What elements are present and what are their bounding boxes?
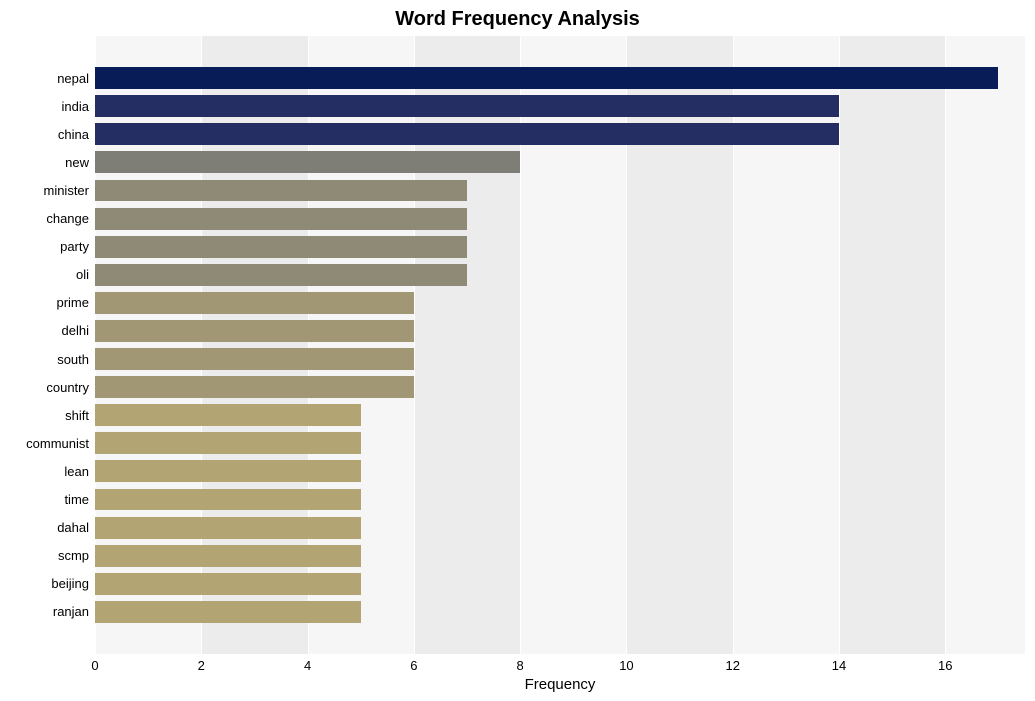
bar (95, 208, 467, 230)
bar (95, 236, 467, 258)
bar (95, 348, 414, 370)
y-tick-label: oli (76, 267, 89, 282)
bar (95, 489, 361, 511)
y-tick-label: shift (65, 408, 89, 423)
y-tick-label: new (65, 155, 89, 170)
bar (95, 264, 467, 286)
y-tick-label: country (46, 380, 89, 395)
bar (95, 95, 839, 117)
x-tick-label: 8 (517, 658, 524, 673)
bar (95, 601, 361, 623)
plot-area (95, 36, 1025, 654)
bar (95, 292, 414, 314)
grid-band (945, 36, 1025, 654)
bar (95, 151, 520, 173)
y-tick-label: beijing (51, 576, 89, 591)
bar (95, 432, 361, 454)
y-tick-label: party (60, 239, 89, 254)
y-tick-label: minister (43, 183, 89, 198)
bar (95, 180, 467, 202)
chart-container: Word Frequency Analysis Frequency 0 2 4 6 8 1… (0, 0, 1035, 701)
bar (95, 376, 414, 398)
y-tick-label: delhi (62, 323, 89, 338)
x-tick-label: 14 (832, 658, 846, 673)
chart-title: Word Frequency Analysis (0, 8, 1035, 31)
x-tick-label: 0 (91, 658, 98, 673)
grid-band (839, 36, 945, 654)
bar (95, 573, 361, 595)
y-tick-label: communist (26, 436, 89, 451)
y-tick-label: change (46, 211, 89, 226)
bar (95, 123, 839, 145)
bar (95, 460, 361, 482)
bar (95, 67, 998, 89)
y-tick-label: india (62, 99, 89, 114)
x-tick-label: 2 (198, 658, 205, 673)
x-tick-label: 12 (725, 658, 739, 673)
y-tick-label: nepal (57, 71, 89, 86)
grid-line (839, 36, 840, 654)
y-tick-label: lean (64, 464, 89, 479)
y-tick-label: ranjan (53, 604, 89, 619)
y-tick-label: time (64, 492, 89, 507)
y-tick-label: south (57, 352, 89, 367)
bar (95, 545, 361, 567)
bar (95, 517, 361, 539)
y-tick-label: dahal (57, 520, 89, 535)
y-tick-label: china (58, 127, 89, 142)
grid-line (945, 36, 946, 654)
y-tick-label: scmp (58, 548, 89, 563)
x-tick-label: 10 (619, 658, 633, 673)
bar (95, 320, 414, 342)
bar (95, 404, 361, 426)
x-tick-label: 6 (410, 658, 417, 673)
y-tick-label: prime (56, 295, 89, 310)
x-tick-label: 4 (304, 658, 311, 673)
x-axis-label: Frequency (95, 676, 1025, 693)
x-tick-label: 16 (938, 658, 952, 673)
